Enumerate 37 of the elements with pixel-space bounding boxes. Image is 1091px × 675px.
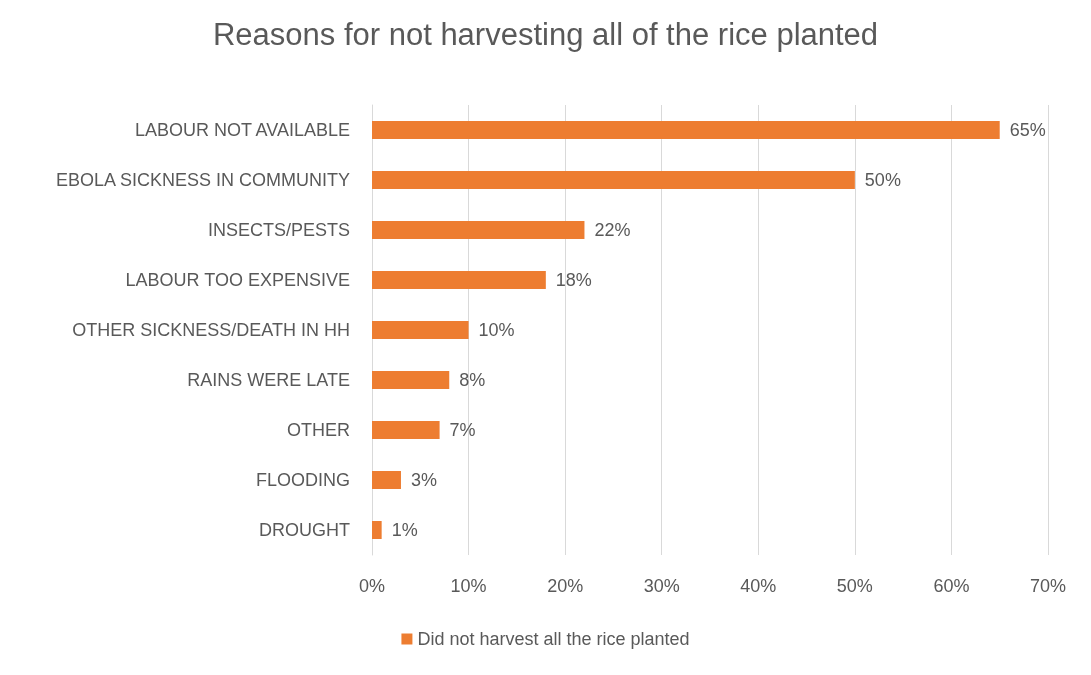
- y-tick-label: OTHER: [287, 420, 350, 440]
- x-tick-label: 30%: [643, 576, 680, 596]
- data-label: 3%: [410, 470, 437, 490]
- bar: [372, 121, 1000, 139]
- y-tick-label: FLOODING: [255, 470, 350, 490]
- data-label: 22%: [594, 220, 631, 240]
- bar: [372, 321, 469, 339]
- chart-title: Reasons for not harvesting all of the rice planted: [212, 17, 879, 52]
- y-tick-label: RAINS WERE LATE: [187, 370, 350, 390]
- legend-label: Did not harvest all the rice planted: [417, 629, 690, 649]
- y-tick-label: LABOUR TOO EXPENSIVE: [125, 270, 350, 290]
- y-tick-label: DROUGHT: [259, 520, 350, 540]
- data-label: 50%: [864, 170, 901, 190]
- data-label: 65%: [1009, 120, 1046, 140]
- y-tick-label: OTHER SICKNESS/DEATH IN HH: [72, 320, 350, 340]
- data-label: 18%: [555, 270, 592, 290]
- data-label: 8%: [459, 370, 486, 390]
- x-tick-label: 70%: [1029, 576, 1067, 596]
- bar: [372, 421, 440, 439]
- x-tick-label: 40%: [740, 576, 777, 596]
- data-label: 7%: [449, 420, 476, 440]
- bar: [372, 471, 401, 489]
- x-tick-label: 10%: [450, 576, 487, 596]
- data-label: 1%: [391, 520, 418, 540]
- x-tick-label: 20%: [547, 576, 584, 596]
- y-tick-label: INSECTS/PESTS: [207, 220, 350, 240]
- bar: [372, 271, 546, 289]
- x-tick-label: 60%: [933, 576, 970, 596]
- bar: [372, 171, 855, 189]
- x-tick-label: 0%: [358, 576, 386, 596]
- x-tick-label: 50%: [836, 576, 873, 596]
- bar: [372, 371, 450, 389]
- y-tick-label: EBOLA SICKNESS IN COMMUNITY: [55, 170, 350, 190]
- bar: [372, 221, 585, 239]
- data-label: 10%: [478, 320, 515, 340]
- y-tick-label: LABOUR NOT AVAILABLE: [134, 120, 350, 140]
- bar: [372, 521, 382, 539]
